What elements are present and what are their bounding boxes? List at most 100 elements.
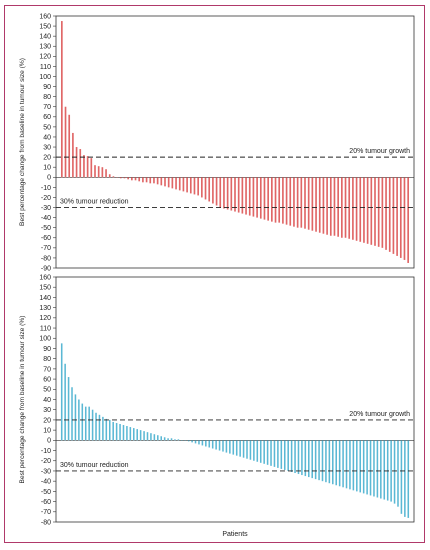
y-tick-label: 100 [39,336,51,343]
y-tick-label: 120 [39,315,51,322]
bar [407,440,410,518]
bar [341,177,343,238]
bar [218,440,221,451]
bar [153,434,156,441]
bar [318,440,320,481]
bar [131,177,133,181]
y-tick-label: -40 [41,479,51,486]
bar [138,177,141,182]
y-tick-label: 130 [39,305,51,312]
bar [142,177,144,183]
y-tick-label: -60 [41,499,51,506]
bar [194,440,197,444]
y-tick-label: 30 [43,144,51,151]
bar [366,177,369,244]
reduction-threshold-label: 30% tumour reduction [60,462,129,469]
bar [328,440,331,484]
y-tick-label: 120 [39,54,51,61]
bar [212,177,214,204]
bar [289,177,292,226]
bar [71,387,73,441]
bar [197,177,199,196]
bar [175,177,177,190]
bar [101,167,104,178]
bar [86,156,89,178]
bar [129,427,132,441]
y-tick-label: 20 [43,155,51,162]
bar [274,177,277,223]
bar [311,177,314,231]
bar [115,422,118,441]
bar [297,440,300,475]
bar [201,177,203,198]
bar [318,177,321,233]
figure-frame [4,5,425,543]
bar [171,177,174,189]
y-tick-label: 70 [43,366,51,373]
bar [204,177,207,200]
y-tick-label: 100 [39,74,51,81]
growth-threshold-label: 20% tumour growth [349,411,410,418]
bar [280,440,283,469]
bar [105,169,107,178]
bar [174,439,176,441]
bar [256,177,258,218]
bar [307,177,310,230]
bar [296,177,299,228]
bar [377,177,380,247]
y-tick-label: 80 [43,356,51,363]
y-tick-label: -60 [41,235,51,242]
y-tick-label: 70 [43,104,51,111]
bar [266,440,269,465]
bar [383,440,386,500]
bar [393,440,396,504]
bar [189,177,192,194]
bar [219,177,222,208]
bar [333,177,336,236]
bar [108,419,111,441]
bar [381,177,384,248]
bar [252,177,255,217]
y-tick-label: 60 [43,114,51,121]
bar [146,432,149,441]
bar [271,177,273,222]
y-tick-label: 10 [43,428,51,435]
bar [91,409,94,441]
y-tick-label: 60 [43,376,51,383]
bar [373,440,375,497]
bar [112,421,114,441]
bar [143,431,145,441]
bar [79,149,82,178]
bar [311,440,313,479]
bar [208,440,211,448]
bar [329,177,332,236]
bar [325,440,327,483]
bar [338,440,341,487]
bar [223,177,225,209]
bar [201,440,204,446]
y-tick-label: 130 [39,44,51,51]
bar [370,177,373,245]
bar [234,177,236,212]
y-tick-label: 80 [43,94,51,101]
bar [67,377,70,441]
y-tick-label: 40 [43,397,51,404]
y-tick-label: 10 [43,165,51,172]
bar [108,174,111,178]
y-tick-label: 150 [39,285,51,292]
bar [105,418,108,441]
bar [304,177,306,229]
bar [386,440,389,501]
bar [198,440,200,445]
bar [157,435,159,441]
y-tick-label: -50 [41,489,51,496]
bar [136,429,138,441]
bar [385,177,387,250]
bar [153,177,155,184]
bar [229,440,231,454]
bar [225,440,228,453]
bar [75,147,78,178]
bar [282,177,284,224]
bar [348,177,351,239]
